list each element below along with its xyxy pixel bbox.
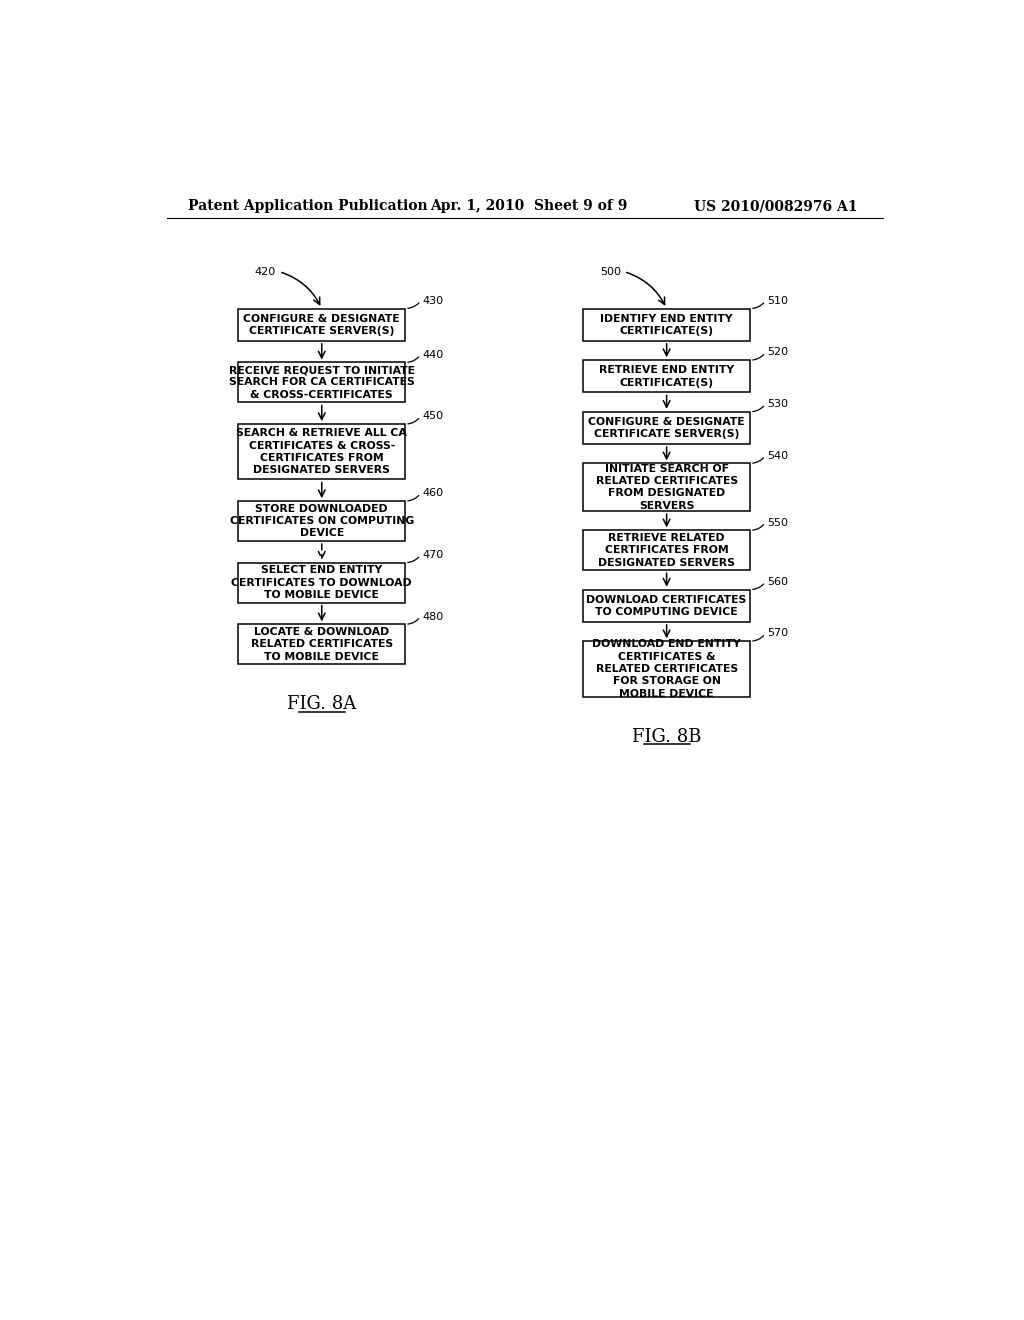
Text: IDENTIFY END ENTITY
CERTIFICATE(S): IDENTIFY END ENTITY CERTIFICATE(S) — [600, 314, 733, 335]
Text: 510: 510 — [767, 296, 788, 306]
Text: RETRIEVE RELATED
CERTIFICATES FROM
DESIGNATED SERVERS: RETRIEVE RELATED CERTIFICATES FROM DESIG… — [598, 533, 735, 568]
Text: SELECT END ENTITY
CERTIFICATES TO DOWNLOAD
TO MOBILE DEVICE: SELECT END ENTITY CERTIFICATES TO DOWNLO… — [231, 565, 412, 601]
Text: 480: 480 — [422, 611, 443, 622]
Text: DOWNLOAD CERTIFICATES
TO COMPUTING DEVICE: DOWNLOAD CERTIFICATES TO COMPUTING DEVIC… — [587, 594, 746, 616]
Text: 540: 540 — [767, 450, 788, 461]
FancyBboxPatch shape — [239, 562, 406, 603]
FancyBboxPatch shape — [584, 412, 750, 444]
FancyBboxPatch shape — [239, 424, 406, 479]
Text: FIG. 8A: FIG. 8A — [287, 696, 356, 713]
Text: US 2010/0082976 A1: US 2010/0082976 A1 — [693, 199, 857, 213]
FancyBboxPatch shape — [584, 590, 750, 622]
Text: 430: 430 — [422, 296, 443, 306]
Text: 460: 460 — [422, 488, 443, 499]
Text: RETRIEVE END ENTITY
CERTIFICATE(S): RETRIEVE END ENTITY CERTIFICATE(S) — [599, 366, 734, 388]
FancyBboxPatch shape — [239, 309, 406, 341]
Text: 550: 550 — [767, 517, 788, 528]
Text: CONFIGURE & DESIGNATE
CERTIFICATE SERVER(S): CONFIGURE & DESIGNATE CERTIFICATE SERVER… — [589, 417, 744, 440]
FancyBboxPatch shape — [584, 309, 750, 341]
Text: LOCATE & DOWNLOAD
RELATED CERTIFICATES
TO MOBILE DEVICE: LOCATE & DOWNLOAD RELATED CERTIFICATES T… — [251, 627, 393, 661]
FancyBboxPatch shape — [584, 360, 750, 392]
Text: Apr. 1, 2010  Sheet 9 of 9: Apr. 1, 2010 Sheet 9 of 9 — [430, 199, 628, 213]
Text: 500: 500 — [600, 267, 621, 277]
Text: 440: 440 — [422, 350, 443, 360]
FancyBboxPatch shape — [584, 642, 750, 697]
Text: Patent Application Publication: Patent Application Publication — [188, 199, 428, 213]
Text: SEARCH & RETRIEVE ALL CA
CERTIFICATES & CROSS-
CERTIFICATES FROM
DESIGNATED SERV: SEARCH & RETRIEVE ALL CA CERTIFICATES & … — [237, 428, 408, 475]
FancyBboxPatch shape — [239, 624, 406, 664]
Text: STORE DOWNLOADED
CERTIFICATES ON COMPUTING
DEVICE: STORE DOWNLOADED CERTIFICATES ON COMPUTI… — [229, 504, 414, 539]
Text: CONFIGURE & DESIGNATE
CERTIFICATE SERVER(S): CONFIGURE & DESIGNATE CERTIFICATE SERVER… — [244, 314, 400, 335]
Text: 470: 470 — [422, 550, 443, 560]
Text: FIG. 8B: FIG. 8B — [632, 727, 701, 746]
Text: 520: 520 — [767, 347, 788, 358]
FancyBboxPatch shape — [584, 531, 750, 570]
FancyBboxPatch shape — [584, 463, 750, 511]
Text: 570: 570 — [767, 628, 788, 639]
Text: 450: 450 — [422, 412, 443, 421]
Text: DOWNLOAD END ENTITY
CERTIFICATES &
RELATED CERTIFICATES
FOR STORAGE ON
MOBILE DE: DOWNLOAD END ENTITY CERTIFICATES & RELAT… — [592, 639, 741, 698]
FancyBboxPatch shape — [239, 502, 406, 541]
Text: 420: 420 — [255, 267, 276, 277]
Text: INITIATE SEARCH OF
RELATED CERTIFICATES
FROM DESIGNATED
SERVERS: INITIATE SEARCH OF RELATED CERTIFICATES … — [596, 463, 737, 511]
Text: 560: 560 — [767, 577, 788, 587]
Text: RECEIVE REQUEST TO INITIATE
SEARCH FOR CA CERTIFICATES
& CROSS-CERTIFICATES: RECEIVE REQUEST TO INITIATE SEARCH FOR C… — [228, 366, 415, 400]
FancyBboxPatch shape — [239, 363, 406, 403]
Text: 530: 530 — [767, 399, 788, 409]
